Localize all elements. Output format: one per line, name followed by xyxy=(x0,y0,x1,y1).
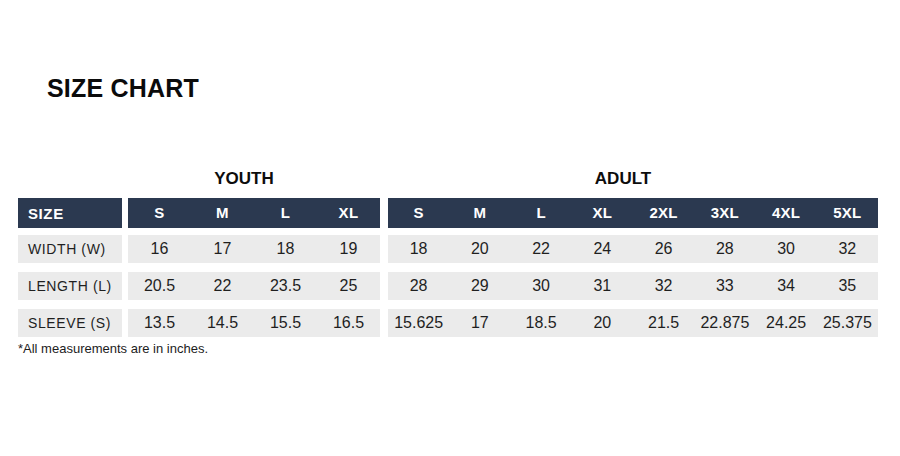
adult-values-block: 28 29 30 31 32 33 34 35 xyxy=(388,272,878,300)
table-cell: 15.625 xyxy=(388,309,449,337)
table-cell: 31 xyxy=(572,272,633,300)
measurements-footnote: *All measurements are in inches. xyxy=(18,341,208,356)
group-title-adult: ADULT xyxy=(378,169,868,189)
table-cell: 35 xyxy=(817,272,878,300)
youth-values-block: 16 17 18 19 xyxy=(128,235,380,263)
table-cell: 22 xyxy=(511,235,572,263)
table-cell: 20.5 xyxy=(128,272,191,300)
table-cell: 25.375 xyxy=(817,309,878,337)
table-row-width: WIDTH (W) 16 17 18 19 18 20 22 24 26 2 xyxy=(18,235,878,263)
table-cell: 20 xyxy=(572,309,633,337)
table-cell: 18 xyxy=(388,235,449,263)
table-cell: 18 xyxy=(254,235,317,263)
table-cell: 33 xyxy=(694,272,755,300)
column-header: M xyxy=(449,198,510,228)
table-cell: 13.5 xyxy=(128,309,191,337)
table-cell: 15.5 xyxy=(254,309,317,337)
size-chart-page: SIZE CHART YOUTH ADULT SIZE S M L XL xyxy=(0,0,900,456)
page-title: SIZE CHART xyxy=(47,74,199,103)
table-cell: 22.875 xyxy=(694,309,755,337)
table-cell: 22 xyxy=(191,272,254,300)
table-cell: 19 xyxy=(317,235,380,263)
table-cell: 32 xyxy=(817,235,878,263)
column-header: XL xyxy=(317,198,380,228)
table-row-sleeve: SLEEVE (S) 13.5 14.5 15.5 16.5 15.625 17… xyxy=(18,309,878,337)
group-title-youth: YOUTH xyxy=(118,169,370,189)
table-cell: 25 xyxy=(317,272,380,300)
table-cell: 24 xyxy=(572,235,633,263)
column-header: 2XL xyxy=(633,198,694,228)
table-cell: 29 xyxy=(449,272,510,300)
row-label-width: WIDTH (W) xyxy=(18,235,122,263)
adult-header-block: S M L XL 2XL 3XL 4XL 5XL xyxy=(388,198,878,228)
table-cell: 30 xyxy=(511,272,572,300)
table-cell: 17 xyxy=(449,309,510,337)
table-cell: 17 xyxy=(191,235,254,263)
table-header-row: SIZE S M L XL S M L XL 2XL 3XL xyxy=(18,198,878,228)
table-cell: 18.5 xyxy=(511,309,572,337)
group-title-row: YOUTH ADULT xyxy=(18,169,878,189)
column-header: S xyxy=(128,198,191,228)
youth-header-block: S M L XL xyxy=(128,198,380,228)
youth-values-block: 13.5 14.5 15.5 16.5 xyxy=(128,309,380,337)
column-header: 5XL xyxy=(817,198,878,228)
table-cell: 16 xyxy=(128,235,191,263)
column-header: 4XL xyxy=(756,198,817,228)
table-cell: 21.5 xyxy=(633,309,694,337)
table-cell: 30 xyxy=(756,235,817,263)
adult-values-block: 15.625 17 18.5 20 21.5 22.875 24.25 25.3… xyxy=(388,309,878,337)
table-cell: 14.5 xyxy=(191,309,254,337)
column-header: XL xyxy=(572,198,633,228)
table-cell: 32 xyxy=(633,272,694,300)
table-cell: 28 xyxy=(388,272,449,300)
table-row-length: LENGTH (L) 20.5 22 23.5 25 28 29 30 31 3… xyxy=(18,272,878,300)
column-header: L xyxy=(254,198,317,228)
row-label-length: LENGTH (L) xyxy=(18,272,122,300)
column-header: M xyxy=(191,198,254,228)
table-cell: 16.5 xyxy=(317,309,380,337)
table-cell: 34 xyxy=(756,272,817,300)
table-cell: 26 xyxy=(633,235,694,263)
group-title-spacer xyxy=(18,169,112,189)
size-chart-table: YOUTH ADULT SIZE S M L XL S M L xyxy=(18,169,878,346)
youth-values-block: 20.5 22 23.5 25 xyxy=(128,272,380,300)
table-cell: 24.25 xyxy=(756,309,817,337)
column-header: S xyxy=(388,198,449,228)
table-cell: 20 xyxy=(449,235,510,263)
adult-values-block: 18 20 22 24 26 28 30 32 xyxy=(388,235,878,263)
column-header: L xyxy=(511,198,572,228)
row-label-sleeve: SLEEVE (S) xyxy=(18,309,122,337)
table-cell: 28 xyxy=(694,235,755,263)
corner-header-size: SIZE xyxy=(18,198,122,228)
column-header: 3XL xyxy=(694,198,755,228)
table-cell: 23.5 xyxy=(254,272,317,300)
